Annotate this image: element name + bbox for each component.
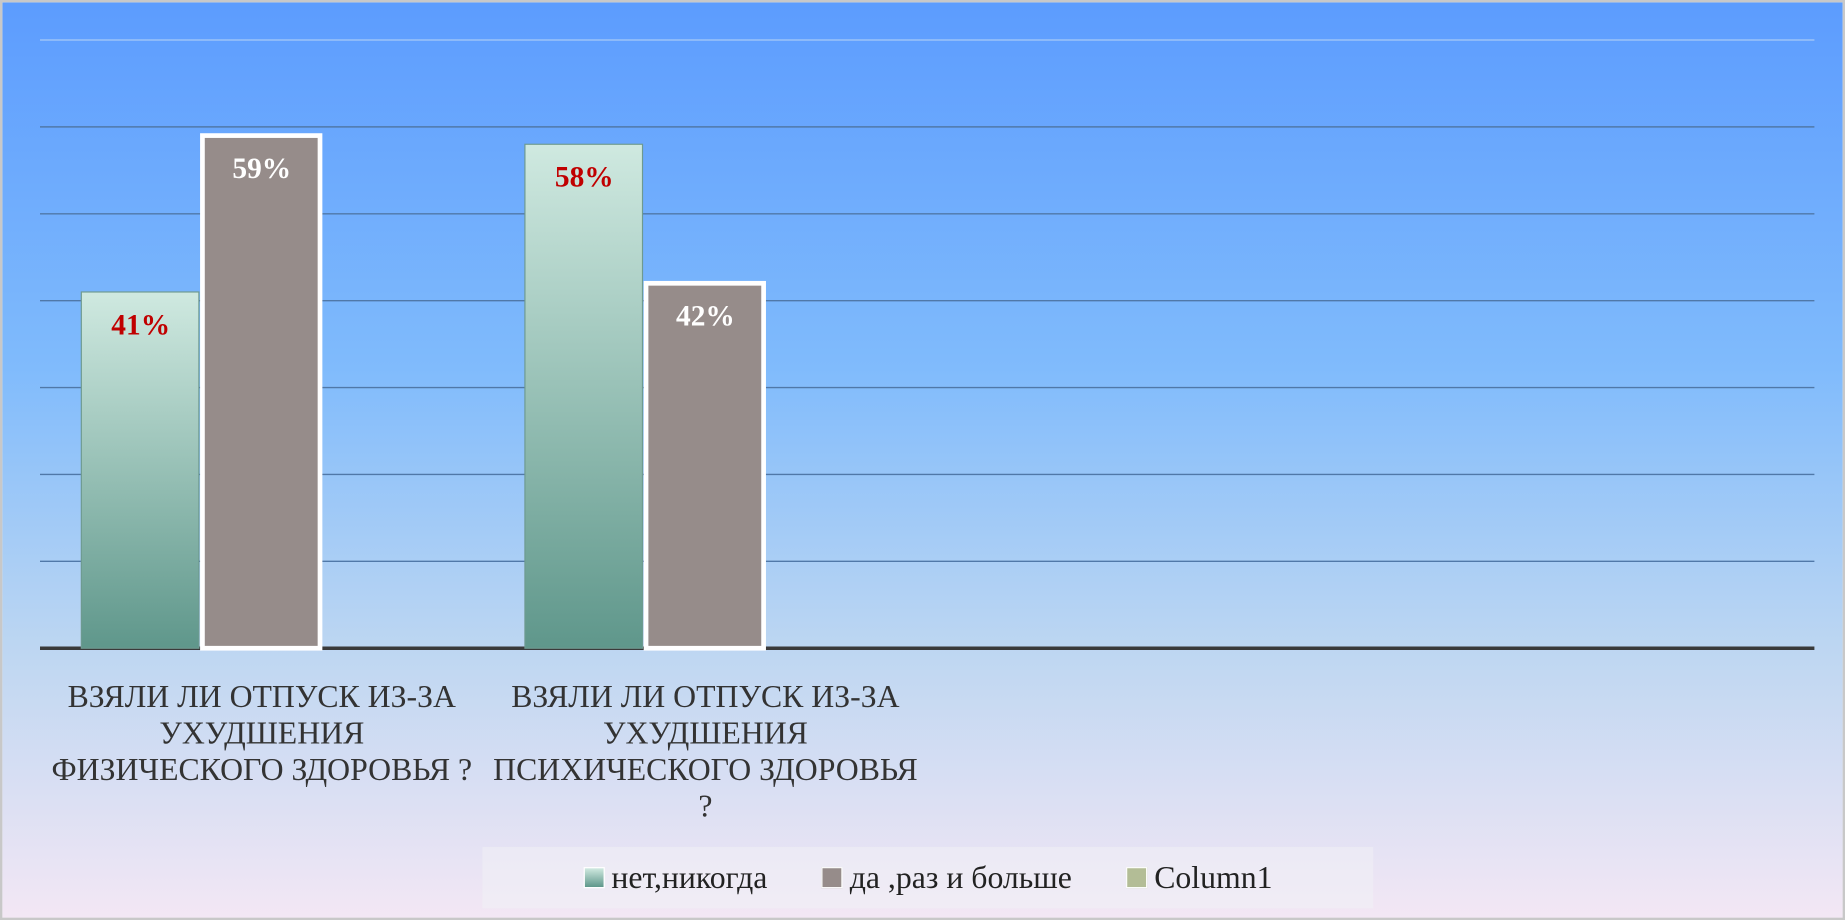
legend-entry: нет,никогда xyxy=(583,859,767,895)
bar xyxy=(80,291,200,649)
legend-label: да ,раз и больше xyxy=(849,859,1072,895)
legend-entry: да ,раз и больше xyxy=(821,859,1072,895)
bar xyxy=(643,280,766,651)
legend-swatch xyxy=(583,867,605,889)
data-label: 42% xyxy=(676,301,735,333)
legend-swatch xyxy=(1125,867,1148,889)
data-label: 59% xyxy=(232,153,291,185)
bar xyxy=(524,143,644,649)
legend-swatch xyxy=(821,867,843,889)
data-label: 58% xyxy=(555,162,614,194)
x-tick-label: ВЗЯЛИ ЛИ ОТПУСК ИЗ-ЗА УХУДШЕНИЯ ПСИХИЧЕС… xyxy=(493,678,918,824)
legend-label: Column1 xyxy=(1154,859,1273,895)
bar xyxy=(200,133,323,651)
x-tick-label: ВЗЯЛИ ЛИ ОТПУСК ИЗ-ЗА УХУДШЕНИЯ ФИЗИЧЕСК… xyxy=(51,678,473,788)
legend-label: нет,никогда xyxy=(611,859,768,895)
legend-entry: Column1 xyxy=(1125,859,1273,895)
legend: нет,никогда да ,раз и больше Column1 xyxy=(482,847,1374,909)
data-label: 41% xyxy=(111,309,170,341)
